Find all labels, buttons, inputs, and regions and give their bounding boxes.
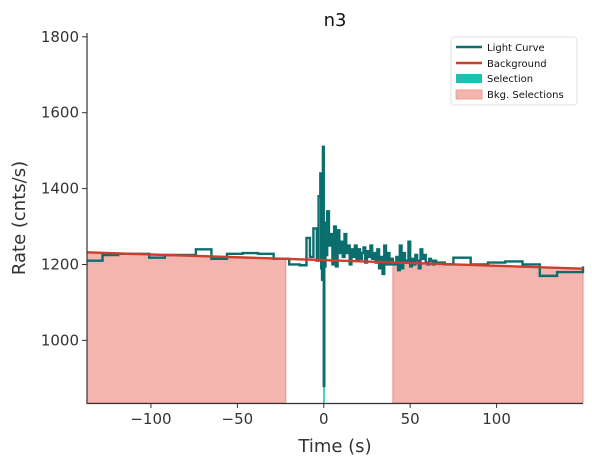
axes bbox=[86, 33, 583, 405]
x-tick-label: 100 bbox=[482, 410, 511, 428]
x-axis-label: Time (s) bbox=[297, 436, 371, 457]
x-ticks: −100 −50 0 50 100 bbox=[130, 403, 511, 428]
legend-label-bkg-selections: Bkg. Selections bbox=[487, 90, 564, 101]
y-tick-label: 1400 bbox=[41, 180, 79, 198]
background-layer bbox=[86, 251, 584, 270]
legend-frame bbox=[450, 36, 578, 106]
x-tick-label: 50 bbox=[401, 410, 420, 428]
legend: Light Curve Background Selection Bkg. Se… bbox=[450, 36, 578, 106]
y-tick-label: 1600 bbox=[41, 104, 79, 122]
selection-region bbox=[323, 378, 325, 403]
chart-title: n3 bbox=[324, 10, 347, 31]
selection-layer bbox=[323, 378, 325, 403]
background-series bbox=[86, 251, 584, 270]
x-tick-label: −50 bbox=[222, 410, 254, 428]
legend-label-light-curve: Light Curve bbox=[487, 43, 545, 54]
legend-label-selection: Selection bbox=[487, 74, 533, 85]
y-tick-label: 1800 bbox=[41, 28, 79, 46]
y-axis-label: Rate (cnts/s) bbox=[9, 161, 30, 275]
x-tick-label: −100 bbox=[130, 410, 171, 428]
legend-swatch-selection bbox=[456, 74, 482, 83]
bkg-selection-region bbox=[392, 261, 584, 404]
y-tick-label: 1000 bbox=[41, 331, 79, 349]
bkg-selection-region bbox=[86, 251, 287, 404]
y-ticks: 1000 1200 1400 1600 1800 bbox=[41, 28, 87, 349]
bkg-selection-layer bbox=[86, 251, 584, 404]
y-tick-label: 1200 bbox=[41, 255, 79, 273]
x-tick-label: 0 bbox=[319, 410, 329, 428]
legend-swatch-bkg-selections bbox=[455, 89, 483, 100]
legend-label-background: Background bbox=[487, 59, 547, 70]
